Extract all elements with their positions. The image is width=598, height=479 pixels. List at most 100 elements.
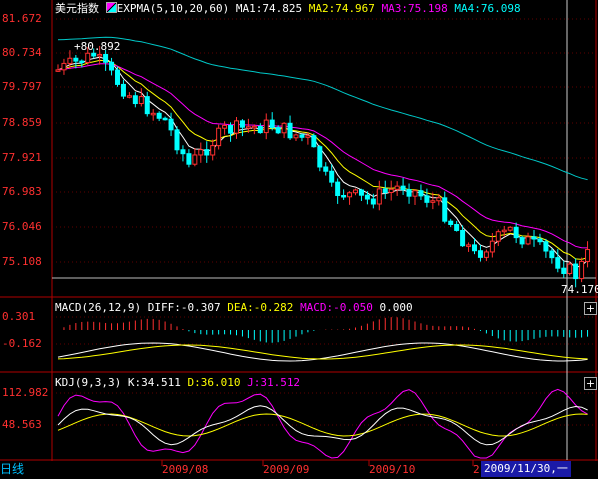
candle-body — [61, 62, 67, 71]
candle-body — [412, 190, 418, 197]
candle-body — [495, 231, 501, 242]
candle-body — [156, 112, 162, 119]
candle-body — [460, 229, 466, 247]
diff-line — [57, 342, 588, 362]
candle-body — [537, 238, 543, 243]
candle-body — [55, 69, 61, 72]
k-line — [57, 405, 588, 446]
kdj-y-tick-label: 112.982 — [2, 386, 49, 399]
ema-line — [57, 36, 588, 181]
candle-body — [442, 197, 448, 222]
candle-body — [138, 96, 144, 105]
k-value: K:34.511 — [127, 376, 181, 389]
d-value: D:36.010 — [187, 376, 241, 389]
candle-body — [234, 120, 239, 134]
candle-body — [192, 154, 198, 165]
y-tick-label: 77.921 — [2, 151, 42, 164]
macd-legend: MACD(26,12,9) DIFF:-0.307 DEA:-0.282 MAC… — [55, 301, 413, 314]
candle-body — [519, 237, 525, 245]
macd-value: MACD:-0.050 — [300, 301, 373, 314]
indicator-name: EXPMA(5,10,20,60) — [116, 2, 230, 15]
ma3-value: MA3:75.198 — [381, 2, 448, 15]
candle-body — [144, 96, 150, 115]
candle-body — [281, 122, 287, 134]
candle-body — [364, 194, 370, 200]
candle-body — [67, 57, 73, 64]
diff-value: DIFF:-0.307 — [147, 301, 221, 314]
kdj-expand-button[interactable]: + — [584, 377, 597, 390]
candle-body — [567, 263, 573, 274]
candle-body — [97, 53, 103, 57]
candle-body — [335, 181, 341, 196]
candle-body — [311, 135, 317, 148]
candle-body — [555, 257, 561, 269]
candle-body — [329, 170, 335, 183]
ma1-value: MA1:74.825 — [235, 2, 303, 15]
macd-y-tick-label: -0.162 — [2, 337, 42, 350]
candle-body — [79, 60, 85, 64]
ema-line — [57, 63, 588, 249]
candle-body — [317, 146, 323, 168]
candle-body — [150, 112, 156, 116]
candle-body — [585, 249, 591, 262]
main-legend: 美元指数 EXPMA(5,10,20,60) MA1:74.825 MA2:74… — [55, 2, 521, 15]
high-price-marker: +80.892 — [74, 40, 121, 53]
candle-body — [483, 251, 489, 258]
candle-body — [549, 250, 555, 259]
candle-body — [115, 69, 120, 85]
candle-body — [573, 263, 579, 280]
d-line — [57, 413, 588, 437]
candle-body — [525, 236, 531, 245]
candle-body — [126, 95, 132, 98]
candle-body — [394, 185, 400, 190]
candle-body — [305, 135, 311, 138]
candle-body — [323, 166, 329, 172]
x-month-label: 2009/08 — [162, 463, 209, 476]
y-tick-label: 76.983 — [2, 185, 42, 198]
candle-body — [353, 189, 358, 194]
j-line — [57, 388, 588, 459]
candle-body — [174, 129, 180, 151]
candle-body — [400, 185, 406, 191]
macd-y-tick-label: 0.301 — [2, 310, 36, 323]
expma-toggle-icon[interactable] — [105, 2, 117, 13]
candle-body — [120, 83, 126, 97]
candle-body — [472, 244, 477, 252]
candle-body — [370, 198, 376, 205]
candle-body — [507, 226, 513, 231]
candle-body — [132, 95, 138, 105]
candle-body — [109, 61, 115, 71]
candle-body — [382, 188, 388, 193]
kdj-y-tick-label: 48.563 — [2, 418, 42, 431]
kdj-title: KDJ(9,3,3) — [55, 376, 122, 389]
candle-body — [91, 52, 97, 57]
candle-body — [275, 127, 281, 134]
candle-body — [287, 122, 293, 139]
ma2-value: MA2:74.967 — [308, 2, 375, 15]
candle-body — [513, 226, 519, 239]
candle-body — [561, 267, 567, 274]
period-selector[interactable]: 日线 — [0, 462, 25, 476]
candle-body — [204, 149, 210, 156]
candle-body — [239, 120, 245, 128]
low-price-marker: 74.170 — [561, 283, 598, 296]
candle-body — [466, 244, 472, 247]
candle-body — [245, 126, 251, 129]
candle-body — [186, 153, 192, 165]
candle-body — [269, 119, 275, 129]
j-value: J:31.512 — [247, 376, 301, 389]
candle-body — [263, 119, 269, 134]
y-tick-label: 76.046 — [2, 220, 42, 233]
candle-body — [448, 220, 454, 225]
candle-body — [162, 117, 168, 121]
candle-body — [424, 195, 430, 203]
candle-body — [579, 260, 585, 280]
macd-expand-button[interactable]: + — [584, 302, 597, 315]
candle-body — [222, 124, 228, 129]
candle-body — [228, 124, 234, 134]
candle-body — [299, 134, 305, 138]
candle-body — [293, 134, 299, 139]
y-tick-label: 80.734 — [2, 46, 42, 59]
y-tick-label: 75.108 — [2, 255, 42, 268]
